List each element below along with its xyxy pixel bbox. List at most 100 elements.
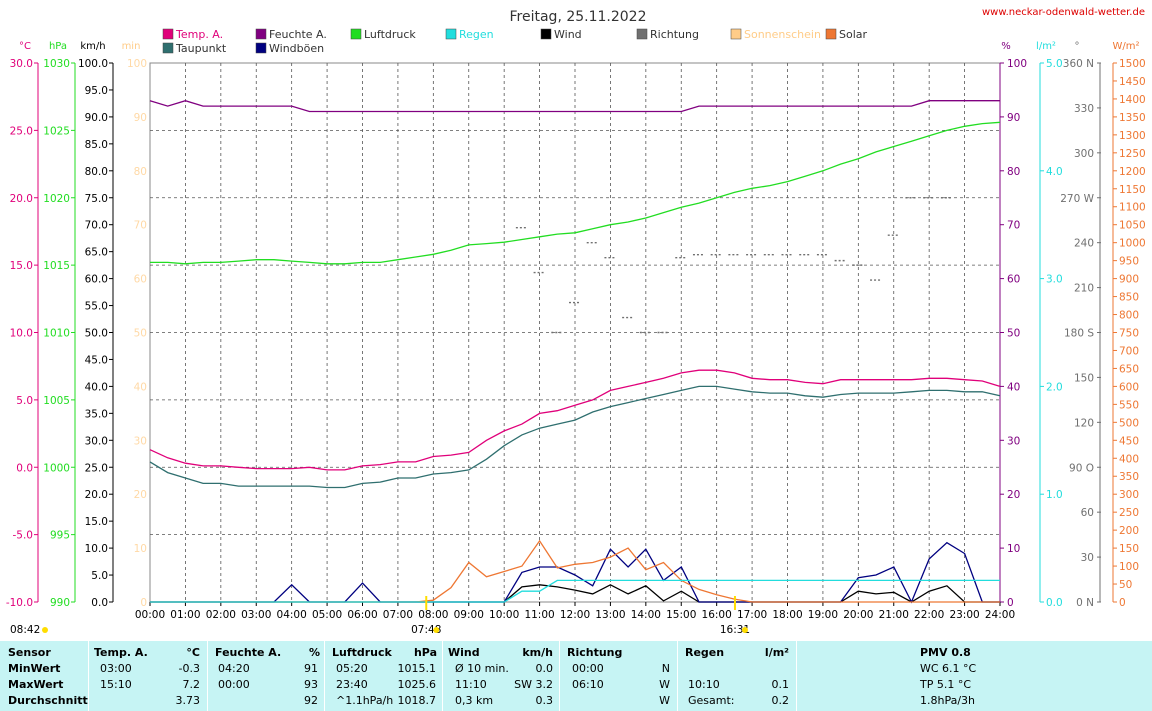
tick-label: 900 [1119,274,1139,286]
data-point [822,105,824,107]
data-point [326,111,328,113]
data-point [857,392,859,394]
table-header: Temp. A. [94,646,148,659]
data-point [308,601,310,603]
data-point [220,262,222,264]
time-label: 14:00 [631,609,661,621]
column-separator [207,641,208,711]
tick-label: 40 [134,381,147,393]
data-point [663,600,665,602]
data-point [733,191,735,193]
tick-label: 100.0 [78,58,108,70]
data-point [840,105,842,107]
table-cell: ^1.1hPa/h [336,694,394,707]
data-point [344,601,346,603]
data-point [273,468,275,470]
data-point [432,473,434,475]
data-point [397,259,399,261]
time-label: 02:00 [206,609,236,621]
tick-label: 2.0 [1046,381,1063,393]
data-point [680,590,682,592]
tick-label: 600 [1119,381,1139,393]
time-label: 12:00 [560,609,590,621]
tick-label: 3.0 [1046,274,1063,286]
table-cell: 03:00 [100,662,132,675]
data-point [751,377,753,379]
data-point [503,571,505,573]
data-point [574,563,576,565]
tick-label: 10 [134,543,147,555]
data-point [946,585,948,587]
data-point [503,111,505,113]
data-point [946,601,948,603]
data-point [964,125,966,127]
data-point [326,469,328,471]
data-point [857,105,859,107]
data-point [663,212,665,214]
data-point [521,590,523,592]
column-separator [677,641,678,711]
tick-label: 150 [1119,543,1139,555]
table-cell: W [659,678,670,691]
data-point [521,434,523,436]
data-point [450,249,452,251]
data-point [592,593,594,595]
legend-swatch [350,28,362,40]
data-point [539,566,541,568]
sun-icon [42,627,48,633]
data-point [751,601,753,603]
data-point [733,580,735,582]
tick-label: 0 [1007,597,1014,609]
data-point [999,386,1001,388]
data-point [981,391,983,393]
tick-label: 85.0 [85,139,108,151]
data-point [946,580,948,582]
data-point [875,392,877,394]
table-header: Regen [685,646,725,659]
legend-label: Windböen [269,42,324,55]
tick-label: 950 [1119,256,1139,268]
tick-label: 25.0 [10,125,33,137]
tick-label: 1030 [43,58,70,70]
data-point [928,377,930,379]
data-point [610,556,612,558]
legend-swatch [825,28,837,40]
data-point [432,601,434,603]
table-cell: TP 5.1 °C [920,678,972,691]
data-point [964,100,966,102]
data-point [857,590,859,592]
tick-label: 50.0 [85,328,108,340]
data-point [574,419,576,421]
tick-label: 60 [1007,274,1020,286]
tick-label: 0.0 [91,597,108,609]
data-point [238,485,240,487]
unit-dir: ° [1075,41,1080,52]
data-point [468,244,470,246]
data-point [610,224,612,226]
tick-label: 20.0 [85,489,108,501]
data-point [627,580,629,582]
data-point [663,394,665,396]
tick-label: 1025 [43,125,70,137]
data-point [893,580,895,582]
tick-label: 90 [1007,112,1020,124]
data-point [733,105,735,107]
data-point [167,262,169,264]
data-point [911,580,913,582]
legend-swatch [255,28,267,40]
data-point [964,580,966,582]
data-point [486,576,488,578]
tick-label: 30 [1081,552,1094,564]
data-point [397,601,399,603]
tick-label: 5.0 [1046,58,1063,70]
data-point [574,589,576,591]
tick-label: 1150 [1119,184,1146,196]
data-point [326,263,328,265]
data-point [220,465,222,467]
tick-label: 0 [1119,597,1126,609]
data-point [698,369,700,371]
data-point [592,228,594,230]
tick-label: 300 [1074,148,1094,160]
tick-label: 200 [1119,525,1139,537]
time-label: 13:00 [595,609,625,621]
